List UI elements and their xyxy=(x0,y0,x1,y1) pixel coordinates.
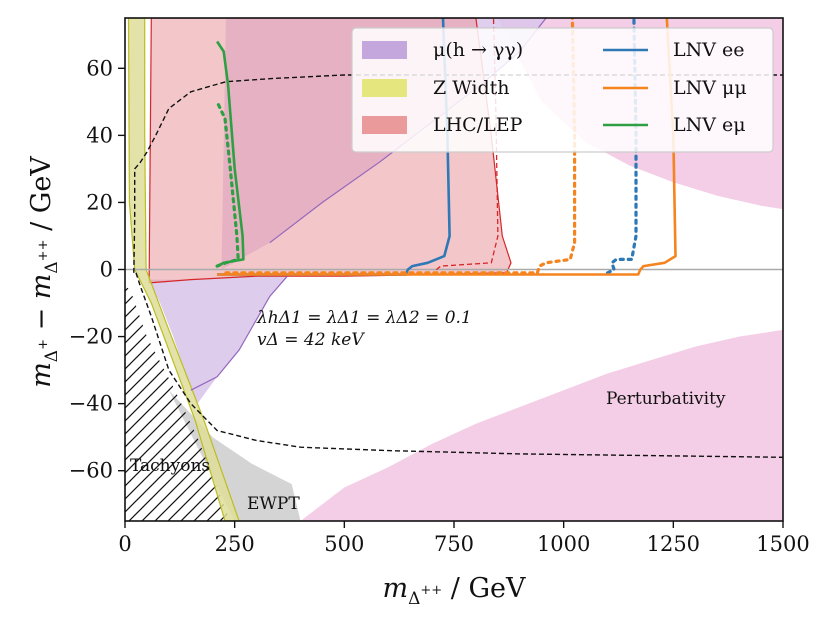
tachyons-label: Tachyons xyxy=(130,456,210,476)
lnv-mumu-dotted-curve xyxy=(224,18,577,275)
lnv-mumu-solid-curve xyxy=(217,18,677,276)
higgs-boundary-lower-line xyxy=(190,275,288,391)
y-tick-label: −60 xyxy=(69,459,113,483)
x-tick-label: 750 xyxy=(434,532,474,556)
y-axis-ticks: −60 −40 −20 0 20 40 60 xyxy=(69,56,125,483)
couplings-annotation: λhΔ1 = λΔ1 = λΔ2 = 0.1 xyxy=(256,308,472,328)
y-tick-label: 20 xyxy=(86,190,113,214)
lnv-emu-solid-curve xyxy=(216,40,245,268)
x-axis-ticks: 0 250 500 750 1000 1250 1500 xyxy=(118,521,810,556)
legend-label-higgs: μ(h → γγ) xyxy=(433,39,523,61)
y-tick-label: −20 xyxy=(69,325,113,349)
x-axis-title: mΔ++ / GeV xyxy=(383,573,526,609)
x-tick-label: 1500 xyxy=(756,532,809,556)
tachyon-hatched-region xyxy=(125,286,231,521)
y-tick-label: 0 xyxy=(100,258,113,282)
ewpt-lower-boundary xyxy=(135,272,783,458)
perturbativity-label: Perturbativity xyxy=(606,389,726,409)
legend-swatch-zwidth xyxy=(362,79,407,97)
higgs-diphoton-lower-region xyxy=(149,276,288,404)
y-tick-label: 40 xyxy=(86,123,113,147)
y-axis-title: mΔ+ − mΔ++ / GeV xyxy=(26,156,62,388)
legend-label-emu: LNV eμ xyxy=(673,114,746,136)
perturbativity-bottom-region xyxy=(300,329,783,521)
legend-label-mumu: LNV μμ xyxy=(673,77,747,99)
x-tick-label: 0 xyxy=(118,532,131,556)
legend-swatch-higgs xyxy=(362,41,407,59)
legend-label-ee: LNV ee xyxy=(673,39,745,61)
legend: μ(h → γγ) Z Width LHC/LEP LNV ee LNV μμ … xyxy=(351,27,774,153)
vev-annotation: vΔ = 42 keV xyxy=(257,330,365,350)
y-tick-label: −40 xyxy=(69,392,113,416)
x-tick-label: 1000 xyxy=(537,532,590,556)
ewpt-label: EWPT xyxy=(247,494,300,514)
legend-box xyxy=(351,27,774,153)
legend-label-lhc: LHC/LEP xyxy=(433,114,523,136)
y-tick-label: 60 xyxy=(86,56,113,80)
ewpt-region xyxy=(168,390,301,521)
legend-label-zwidth: Z Width xyxy=(433,77,510,99)
legend-swatch-lhc xyxy=(362,116,407,134)
x-tick-label: 1250 xyxy=(647,532,700,556)
x-tick-label: 250 xyxy=(215,532,255,556)
x-tick-label: 500 xyxy=(324,532,364,556)
